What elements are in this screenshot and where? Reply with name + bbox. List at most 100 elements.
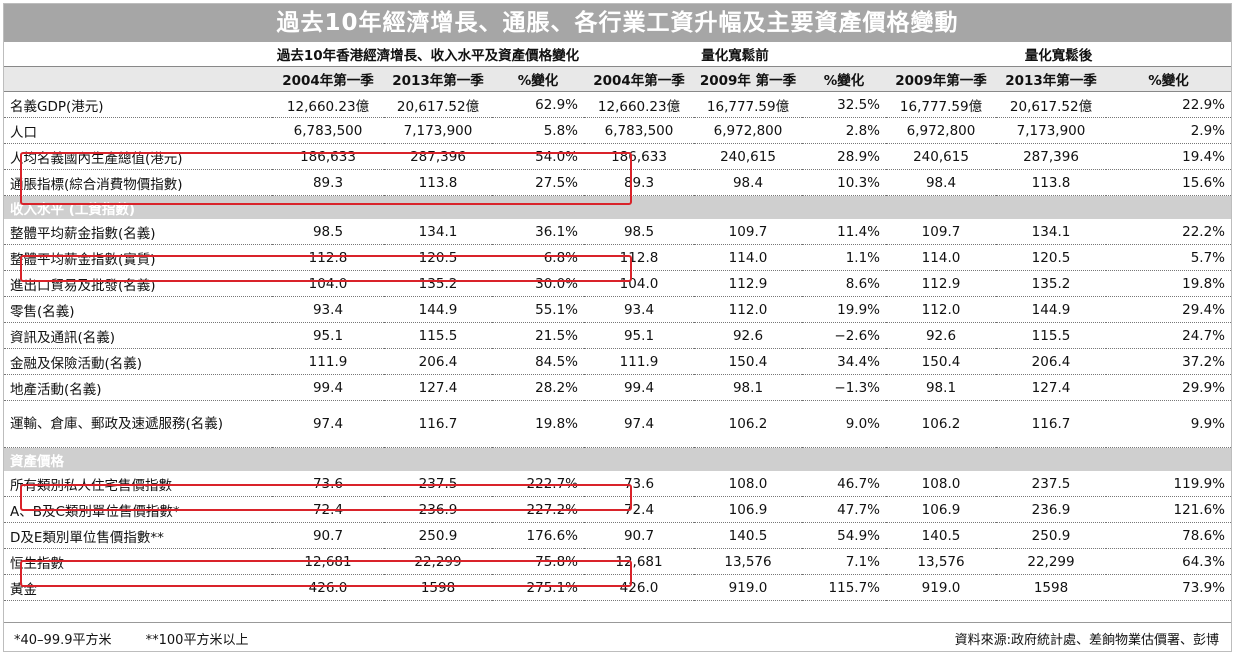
table-cell: 19.8% <box>492 400 584 448</box>
row-label: 運輸、倉庫、郵政及速遞服務(名義) <box>4 400 272 448</box>
table-cell: 34.4% <box>802 348 886 375</box>
table-cell: −1.3% <box>802 374 886 401</box>
section-label: 收入水平 (工資指數) <box>4 195 1231 219</box>
table-cell: 97.4 <box>272 400 384 448</box>
table-row: 運輸、倉庫、郵政及速遞服務(名義) 97.4 116.7 19.8% 97.4 106.2… <box>4 400 1231 448</box>
table-cell: 2.9% <box>1106 117 1231 144</box>
table-cell: 115.7% <box>802 574 886 601</box>
table-cell: 19.9% <box>802 296 886 323</box>
row-label: 黃金 <box>4 574 272 601</box>
table-cell: 98.1 <box>694 374 802 401</box>
table-cell: 73.9% <box>1106 574 1231 601</box>
table-cell: 114.0 <box>694 244 802 271</box>
table-cell: 30.0% <box>492 270 584 297</box>
row-label: A、B及C類別單位售價指數* <box>4 496 272 523</box>
table-cell: 109.7 <box>694 219 802 245</box>
table-cell: 6,783,500 <box>584 117 694 144</box>
table-cell: 112.9 <box>694 270 802 297</box>
row-label: 通脹指標(綜合消費物價指數) <box>4 169 272 196</box>
table-cell: 29.4% <box>1106 296 1231 323</box>
section-header-assets: 資產價格 <box>4 447 1231 471</box>
table-cell: 16,777.59億 <box>886 91 996 118</box>
table-cell: 1598 <box>384 574 492 601</box>
table-cell: 287,396 <box>384 143 492 170</box>
table-cell: 54.0% <box>492 143 584 170</box>
table-cell: 9.0% <box>802 400 886 448</box>
table-cell: 113.8 <box>996 169 1106 196</box>
table-cell: 237.5 <box>996 471 1106 497</box>
table-cell: 111.9 <box>584 348 694 375</box>
table-row: 恒生指數 12,681 22,299 75.8% 12,681 13,576 7.1% 13,… <box>4 548 1231 575</box>
table-cell: 7,173,900 <box>996 117 1106 144</box>
row-label: 人均名義國內生產總值(港元) <box>4 143 272 170</box>
table-cell: 112.8 <box>272 244 384 271</box>
table-footer: *40–99.9平方米 **100平方米以上 資料來源:政府統計處、差餉物業估價… <box>4 622 1231 651</box>
corner-cell <box>4 66 272 92</box>
table-cell: 6,972,800 <box>886 117 996 144</box>
table-row: 所有類別私人住宅售價指數 73.6 237.5 222.7% 73.6 108.0 46.7… <box>4 471 1231 497</box>
column-header: %變化 <box>492 66 584 92</box>
table-cell: 46.7% <box>802 471 886 497</box>
table-cell: 240,615 <box>886 143 996 170</box>
section-header-income: 收入水平 (工資指數) <box>4 195 1231 219</box>
table-cell: 121.6% <box>1106 496 1231 523</box>
table-row: 整體平均薪金指數(名義) 98.5 134.1 36.1% 98.5 109.7 11.4%… <box>4 219 1231 245</box>
table-cell: 140.5 <box>694 522 802 549</box>
column-header: 2004年第一季 <box>272 66 384 92</box>
table-cell: 19.8% <box>1106 270 1231 297</box>
table-body: 名義GDP(港元) 12,660.23億 20,617.52億 62.9% 12,660… <box>4 91 1231 601</box>
row-label: 整體平均薪金指數(實質) <box>4 244 272 271</box>
table-cell: 134.1 <box>384 219 492 245</box>
table-cell: 6,783,500 <box>272 117 384 144</box>
table-cell: 108.0 <box>694 471 802 497</box>
table-cell: 32.5% <box>802 91 886 118</box>
table-cell: 98.1 <box>886 374 996 401</box>
table-cell: 112.0 <box>694 296 802 323</box>
table-cell: 135.2 <box>996 270 1106 297</box>
table-row: 通脹指標(綜合消費物價指數) 89.3 113.8 27.5% 89.3 98.4 10.3… <box>4 169 1231 196</box>
row-label: 人口 <box>4 117 272 144</box>
table-row: 地產活動(名義) 99.4 127.4 28.2% 99.4 98.1 −1.3% 98.1 1… <box>4 374 1231 401</box>
table-cell: 5.7% <box>1106 244 1231 271</box>
row-label: 進出口貿易及批發(名義) <box>4 270 272 297</box>
table-cell: 144.9 <box>996 296 1106 323</box>
table-cell: 73.6 <box>584 471 694 497</box>
column-header: 2009年第一季 <box>886 66 996 92</box>
table-cell: 99.4 <box>584 374 694 401</box>
table-cell: 120.5 <box>996 244 1106 271</box>
source-note: 資料來源:政府統計處、差餉物業估價署、彭博 <box>954 633 1219 648</box>
row-label: 資訊及通訊(名義) <box>4 322 272 349</box>
table-cell: 47.7% <box>802 496 886 523</box>
table-cell: 114.0 <box>886 244 996 271</box>
table-cell: 116.7 <box>384 400 492 448</box>
table-cell: 119.9% <box>1106 471 1231 497</box>
row-label: 所有類別私人住宅售價指數 <box>4 471 272 497</box>
row-label: 地產活動(名義) <box>4 374 272 401</box>
table-cell: 104.0 <box>584 270 694 297</box>
table-cell: 22.2% <box>1106 219 1231 245</box>
table-cell: 95.1 <box>272 322 384 349</box>
row-label: 金融及保險活動(名義) <box>4 348 272 375</box>
table-cell: 12,681 <box>584 548 694 575</box>
table-cell: 106.9 <box>694 496 802 523</box>
table-cell: 127.4 <box>996 374 1106 401</box>
table-cell: 287,396 <box>996 143 1106 170</box>
table-row: A、B及C類別單位售價指數* 72.4 236.9 227.2% 72.4 106.9 47… <box>4 496 1231 523</box>
table-row: 進出口貿易及批發(名義) 104.0 135.2 30.0% 104.0 112.9 8.6… <box>4 270 1231 297</box>
table-cell: 240,615 <box>694 143 802 170</box>
table-cell: 236.9 <box>384 496 492 523</box>
table-cell: 116.7 <box>996 400 1106 448</box>
table-cell: 9.9% <box>1106 400 1231 448</box>
column-header: %變化 <box>1106 66 1231 92</box>
table-cell: 78.6% <box>1106 522 1231 549</box>
table-cell: 8.6% <box>802 270 886 297</box>
table-cell: 1.1% <box>802 244 886 271</box>
table-cell: 95.1 <box>584 322 694 349</box>
table-cell: 62.9% <box>492 91 584 118</box>
table-cell: 99.4 <box>272 374 384 401</box>
table-row: 人均名義國內生產總值(港元) 186,633 287,396 54.0% 186,633… <box>4 143 1231 170</box>
row-label: D及E類別單位售價指數** <box>4 522 272 549</box>
table-cell: 120.5 <box>384 244 492 271</box>
table-cell: 2.8% <box>802 117 886 144</box>
table-cell: 72.4 <box>584 496 694 523</box>
